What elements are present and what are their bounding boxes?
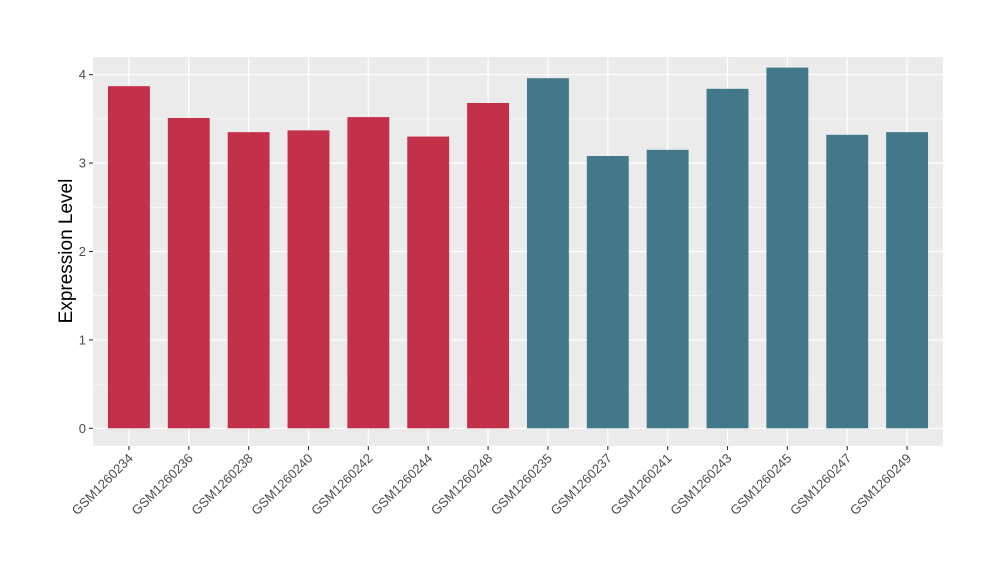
x-tick-label: GSM1260247	[787, 451, 854, 518]
y-tick-label: 0	[79, 421, 86, 436]
x-tick-label: GSM1260234	[69, 451, 136, 518]
y-axis-label: Expression Level	[56, 179, 77, 324]
x-tick-label: GSM1260238	[188, 451, 255, 518]
bar-GSM1260244	[407, 136, 450, 429]
x-tick-label: GSM1260242	[308, 451, 375, 518]
bar-GSM1260242	[347, 117, 390, 429]
x-tick-label: GSM1260235	[488, 451, 555, 518]
y-tick-label: 2	[79, 244, 86, 259]
y-axis: 0 1 2 3 4	[79, 67, 93, 436]
bar-GSM1260243	[706, 88, 749, 429]
bar-GSM1260245	[766, 67, 809, 429]
bar-GSM1260241	[646, 149, 689, 429]
x-axis: GSM1260234GSM1260236GSM1260238GSM1260240…	[69, 446, 914, 518]
x-tick-label: GSM1260249	[847, 451, 914, 518]
x-tick-label: GSM1260237	[548, 451, 615, 518]
bar-GSM1260248	[467, 102, 510, 429]
x-tick-label: GSM1260236	[129, 451, 196, 518]
y-tick-label: 4	[79, 67, 86, 82]
x-tick-label: GSM1260245	[727, 451, 794, 518]
bar-GSM1260249	[886, 132, 929, 429]
bar-GSM1260235	[526, 78, 569, 429]
bar-GSM1260237	[586, 156, 629, 429]
x-tick-label: GSM1260244	[368, 451, 435, 518]
x-tick-label: GSM1260243	[667, 451, 734, 518]
x-tick-label: GSM1260248	[428, 451, 495, 518]
y-tick-label: 1	[79, 332, 86, 347]
y-tick-label: 3	[79, 156, 86, 171]
bar-GSM1260238	[227, 132, 270, 429]
x-tick-label: GSM1260241	[607, 451, 674, 518]
bars	[107, 67, 929, 429]
bar-GSM1260247	[826, 134, 869, 429]
bar-GSM1260234	[107, 86, 150, 429]
bar-GSM1260240	[287, 130, 330, 429]
x-tick-label: GSM1260240	[248, 451, 315, 518]
bar-GSM1260236	[167, 118, 210, 429]
